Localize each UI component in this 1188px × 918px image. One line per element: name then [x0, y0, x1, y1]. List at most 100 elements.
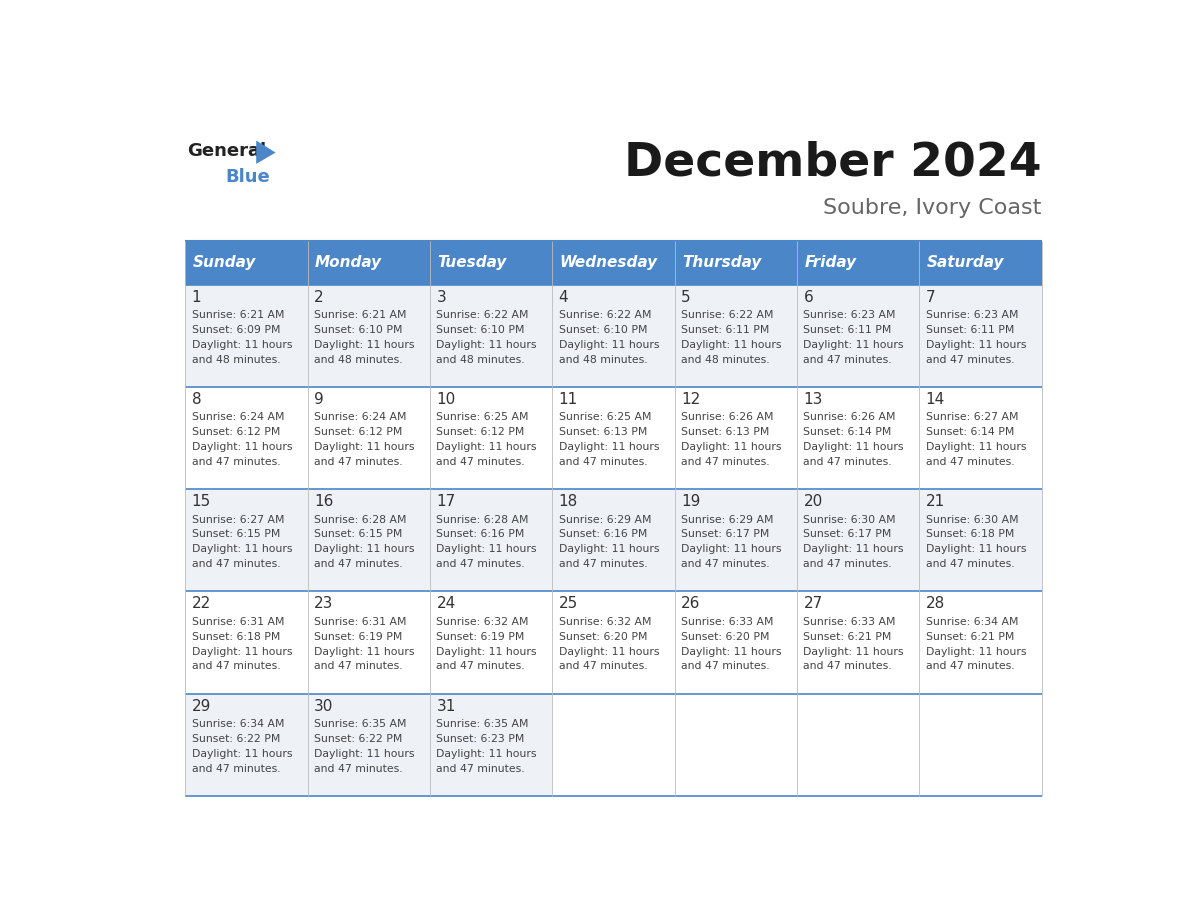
Text: Daylight: 11 hours: Daylight: 11 hours	[925, 442, 1026, 452]
Text: Sunset: 6:16 PM: Sunset: 6:16 PM	[436, 530, 525, 540]
Text: Sunset: 6:22 PM: Sunset: 6:22 PM	[314, 733, 403, 744]
Text: 28: 28	[925, 597, 944, 611]
Text: Sunset: 6:12 PM: Sunset: 6:12 PM	[191, 427, 280, 437]
Text: and 47 minutes.: and 47 minutes.	[191, 457, 280, 467]
Text: and 47 minutes.: and 47 minutes.	[191, 661, 280, 671]
Text: Soubre, Ivory Coast: Soubre, Ivory Coast	[823, 197, 1042, 218]
Text: General: General	[188, 142, 266, 160]
Text: and 48 minutes.: and 48 minutes.	[314, 354, 403, 364]
Text: 19: 19	[681, 494, 701, 509]
Bar	[308, 591, 430, 694]
Text: Sunrise: 6:29 AM: Sunrise: 6:29 AM	[681, 515, 773, 524]
Text: Friday: Friday	[804, 255, 857, 270]
Text: Sunset: 6:21 PM: Sunset: 6:21 PM	[925, 632, 1015, 642]
Text: Sunset: 6:11 PM: Sunset: 6:11 PM	[803, 325, 892, 335]
Bar	[308, 694, 430, 796]
Bar	[552, 241, 675, 285]
Text: Monday: Monday	[315, 255, 383, 270]
Text: Sunset: 6:10 PM: Sunset: 6:10 PM	[558, 325, 647, 335]
Text: 9: 9	[314, 392, 324, 407]
Bar	[675, 285, 797, 387]
Text: 11: 11	[558, 392, 579, 407]
Text: 26: 26	[681, 597, 701, 611]
Bar	[308, 387, 430, 489]
Text: Daylight: 11 hours: Daylight: 11 hours	[436, 442, 537, 452]
Text: Daylight: 11 hours: Daylight: 11 hours	[558, 544, 659, 554]
Text: Daylight: 11 hours: Daylight: 11 hours	[436, 749, 537, 759]
Text: Daylight: 11 hours: Daylight: 11 hours	[925, 544, 1026, 554]
Text: and 47 minutes.: and 47 minutes.	[558, 661, 647, 671]
Text: Sunset: 6:13 PM: Sunset: 6:13 PM	[681, 427, 770, 437]
Text: Sunset: 6:14 PM: Sunset: 6:14 PM	[803, 427, 892, 437]
Text: 16: 16	[314, 494, 334, 509]
Text: 22: 22	[191, 597, 211, 611]
Text: and 48 minutes.: and 48 minutes.	[436, 354, 525, 364]
Text: Sunrise: 6:35 AM: Sunrise: 6:35 AM	[436, 719, 529, 729]
Text: Sunday: Sunday	[192, 255, 257, 270]
Text: 10: 10	[436, 392, 456, 407]
Bar	[308, 241, 430, 285]
Text: Sunset: 6:12 PM: Sunset: 6:12 PM	[314, 427, 403, 437]
Text: Sunset: 6:09 PM: Sunset: 6:09 PM	[191, 325, 280, 335]
Text: Sunset: 6:11 PM: Sunset: 6:11 PM	[681, 325, 770, 335]
Text: and 47 minutes.: and 47 minutes.	[314, 661, 403, 671]
Bar	[797, 285, 920, 387]
Text: Sunrise: 6:31 AM: Sunrise: 6:31 AM	[191, 617, 284, 627]
Bar	[430, 591, 552, 694]
Text: Sunrise: 6:25 AM: Sunrise: 6:25 AM	[558, 412, 651, 422]
Bar	[308, 285, 430, 387]
Text: 3: 3	[436, 290, 447, 305]
Bar	[185, 489, 308, 591]
Bar	[675, 489, 797, 591]
Text: and 48 minutes.: and 48 minutes.	[191, 354, 280, 364]
Text: Sunrise: 6:34 AM: Sunrise: 6:34 AM	[925, 617, 1018, 627]
Text: 25: 25	[558, 597, 579, 611]
Text: Sunset: 6:15 PM: Sunset: 6:15 PM	[191, 530, 280, 540]
Bar	[185, 591, 308, 694]
Text: and 47 minutes.: and 47 minutes.	[925, 559, 1015, 569]
Bar	[675, 387, 797, 489]
Text: 23: 23	[314, 597, 334, 611]
Text: Daylight: 11 hours: Daylight: 11 hours	[681, 544, 782, 554]
Bar	[308, 489, 430, 591]
Text: Sunrise: 6:27 AM: Sunrise: 6:27 AM	[191, 515, 284, 524]
Text: Daylight: 11 hours: Daylight: 11 hours	[191, 442, 292, 452]
Text: Daylight: 11 hours: Daylight: 11 hours	[436, 340, 537, 350]
Text: 4: 4	[558, 290, 568, 305]
Text: 8: 8	[191, 392, 202, 407]
Text: 5: 5	[681, 290, 690, 305]
Bar	[552, 387, 675, 489]
Text: and 48 minutes.: and 48 minutes.	[681, 354, 770, 364]
Text: Sunrise: 6:34 AM: Sunrise: 6:34 AM	[191, 719, 284, 729]
Text: Sunrise: 6:31 AM: Sunrise: 6:31 AM	[314, 617, 406, 627]
Text: Daylight: 11 hours: Daylight: 11 hours	[803, 442, 904, 452]
Text: and 47 minutes.: and 47 minutes.	[436, 661, 525, 671]
Text: and 47 minutes.: and 47 minutes.	[436, 457, 525, 467]
Text: Daylight: 11 hours: Daylight: 11 hours	[191, 340, 292, 350]
Bar	[430, 285, 552, 387]
Text: Sunrise: 6:24 AM: Sunrise: 6:24 AM	[191, 412, 284, 422]
Bar	[920, 387, 1042, 489]
Bar	[920, 489, 1042, 591]
Bar	[430, 489, 552, 591]
Text: 24: 24	[436, 597, 456, 611]
Text: Daylight: 11 hours: Daylight: 11 hours	[314, 340, 415, 350]
Text: 12: 12	[681, 392, 700, 407]
Text: and 47 minutes.: and 47 minutes.	[803, 457, 892, 467]
Text: Sunset: 6:12 PM: Sunset: 6:12 PM	[436, 427, 525, 437]
Text: and 47 minutes.: and 47 minutes.	[558, 559, 647, 569]
Bar	[797, 241, 920, 285]
Text: Sunrise: 6:22 AM: Sunrise: 6:22 AM	[681, 310, 773, 320]
Text: Daylight: 11 hours: Daylight: 11 hours	[314, 544, 415, 554]
Text: Daylight: 11 hours: Daylight: 11 hours	[558, 646, 659, 656]
Text: Sunset: 6:21 PM: Sunset: 6:21 PM	[803, 632, 892, 642]
Text: Sunset: 6:19 PM: Sunset: 6:19 PM	[436, 632, 525, 642]
Text: Blue: Blue	[225, 168, 270, 186]
Bar	[797, 591, 920, 694]
Text: and 47 minutes.: and 47 minutes.	[191, 764, 280, 774]
Text: and 47 minutes.: and 47 minutes.	[314, 764, 403, 774]
Text: Sunset: 6:17 PM: Sunset: 6:17 PM	[681, 530, 770, 540]
Text: and 47 minutes.: and 47 minutes.	[681, 661, 770, 671]
Text: Daylight: 11 hours: Daylight: 11 hours	[681, 442, 782, 452]
Text: and 47 minutes.: and 47 minutes.	[314, 457, 403, 467]
